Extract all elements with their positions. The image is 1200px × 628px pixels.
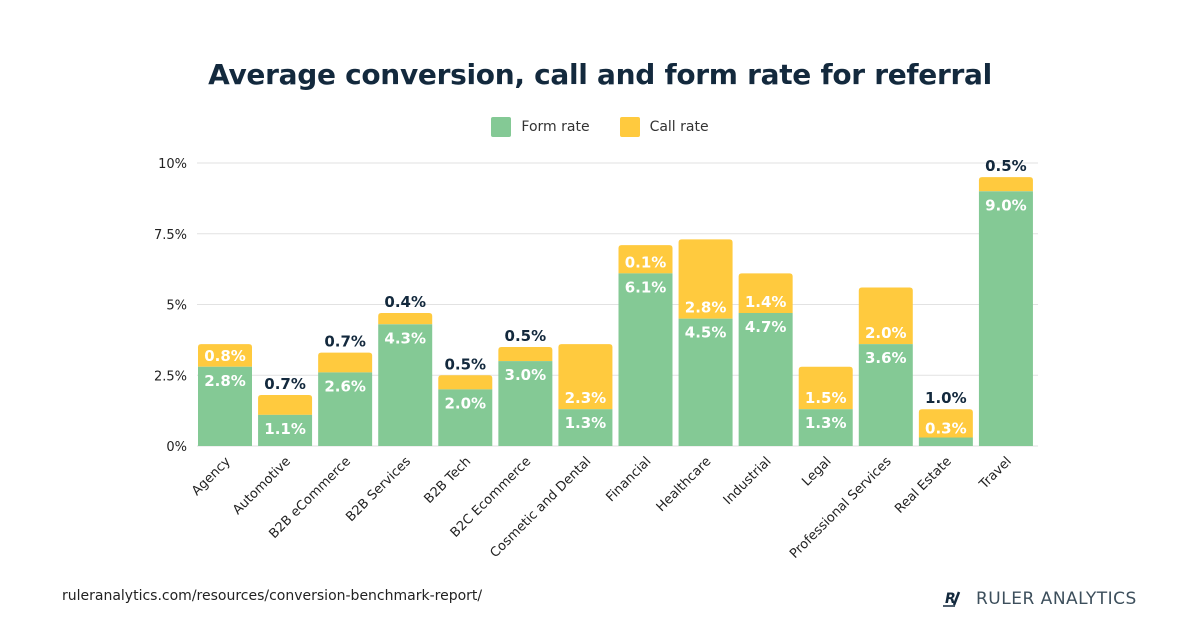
call-rate-label: 1.0%: [925, 389, 967, 407]
call-rate-label: 0.5%: [444, 355, 486, 373]
bar-call-rate: [258, 395, 313, 415]
bar-call-rate: [318, 352, 373, 373]
bar-form-rate: [558, 409, 613, 446]
svg-text:R: R: [945, 591, 956, 607]
y-tick-label: 5%: [166, 299, 187, 314]
x-tick-label: Industrial: [721, 454, 775, 508]
bar-call-rate: [438, 375, 493, 390]
chart-title: Average conversion, call and form rate f…: [208, 58, 992, 91]
form-rate-label: 2.8%: [204, 372, 246, 390]
x-tick-label: Agency: [189, 454, 234, 499]
legend-swatch-call: [619, 117, 640, 137]
x-tick-label: Healthcare: [654, 454, 715, 515]
form-rate-label: 6.1%: [625, 278, 667, 296]
call-rate-label: 0.5%: [985, 157, 1027, 175]
x-tick-label: Automotive: [230, 454, 294, 518]
brand-name: RULER ANALYTICS: [976, 589, 1137, 609]
form-rate-label: 3.0%: [505, 366, 547, 384]
call-rate-label: 0.5%: [505, 327, 547, 345]
call-rate-label: 0.7%: [264, 375, 306, 393]
legend: Form rate Call rate: [0, 117, 1200, 137]
bar-form-rate: [978, 191, 1033, 446]
legend-item-form-rate: Form rate: [491, 117, 590, 137]
bar-form-rate: [438, 389, 493, 446]
bar-form-rate: [858, 344, 913, 446]
bar-form-rate: [618, 273, 673, 446]
bar-call-rate: [978, 177, 1033, 192]
bar-form-rate: [498, 361, 553, 446]
form-rate-label: 1.1%: [264, 420, 306, 438]
call-rate-label: 2.0%: [865, 324, 907, 342]
ruler-logo-icon: R: [943, 591, 961, 607]
bar-call-rate: [738, 273, 793, 313]
brand-logo: R RULER ANALYTICS: [942, 589, 1137, 609]
bar-call-rate: [498, 346, 553, 362]
form-rate-label: 4.7%: [745, 318, 787, 336]
legend-swatch-form: [491, 117, 512, 137]
x-tick-label: B2B Services: [343, 454, 414, 525]
legend-label-form: Form rate: [521, 119, 590, 135]
form-rate-label: 4.3%: [384, 329, 426, 347]
call-rate-label: 2.8%: [685, 299, 727, 317]
call-rate-label: 1.5%: [805, 389, 847, 407]
bar-form-rate: [258, 414, 313, 446]
y-tick-label: 10%: [158, 157, 187, 172]
bar-call-rate: [798, 366, 853, 410]
bar-form-rate: [378, 324, 433, 446]
bar-call-rate: [918, 409, 973, 438]
bar-form-rate: [798, 409, 853, 446]
x-tick-label: Professional Services: [787, 454, 895, 562]
form-rate-label: 4.5%: [685, 324, 727, 342]
bar-call-rate: [678, 239, 733, 319]
bar-call-rate: [618, 245, 673, 274]
y-tick-label: 0%: [166, 440, 187, 455]
bar-call-rate: [858, 287, 913, 345]
call-rate-label: 1.4%: [745, 293, 787, 311]
y-tick-label: 7.5%: [154, 228, 187, 243]
form-rate-label: 3.6%: [865, 349, 907, 367]
form-rate-label: 1.3%: [805, 414, 847, 432]
legend-item-call-rate: Call rate: [619, 117, 709, 137]
x-tick-label: Financial: [603, 454, 654, 505]
bar-call-rate: [558, 344, 613, 410]
form-rate-label: 1.3%: [565, 414, 607, 432]
legend-label-call: Call rate: [649, 119, 709, 135]
bar-form-rate: [198, 366, 252, 446]
form-rate-label: 2.6%: [324, 377, 366, 395]
call-rate-label: 0.7%: [324, 333, 366, 351]
bar-call-rate: [198, 344, 252, 367]
x-tick-label: Legal: [799, 454, 834, 489]
source-url: ruleranalytics.com/resources/conversion-…: [62, 588, 483, 604]
call-rate-label: 0.4%: [384, 293, 426, 311]
x-tick-label: B2B Tech: [422, 454, 475, 507]
form-rate-label: 9.0%: [985, 196, 1027, 214]
x-tick-label: Real Estate: [892, 454, 954, 516]
call-rate-label: 0.8%: [204, 347, 246, 365]
x-tick-label: Travel: [976, 454, 1015, 493]
y-tick-label: 2.5%: [154, 369, 187, 384]
form-rate-label: 2.0%: [444, 394, 486, 412]
call-rate-label: 0.1%: [625, 253, 667, 271]
bar-form-rate: [918, 437, 973, 446]
bar-form-rate: [738, 312, 793, 446]
bar-form-rate: [318, 372, 373, 446]
call-rate-label: 2.3%: [565, 389, 607, 407]
x-tick-label: Cosmetic and Dental: [488, 454, 595, 561]
bar-call-rate: [378, 312, 433, 325]
form-rate-label: 0.3%: [925, 420, 967, 438]
bar-form-rate: [678, 318, 733, 446]
